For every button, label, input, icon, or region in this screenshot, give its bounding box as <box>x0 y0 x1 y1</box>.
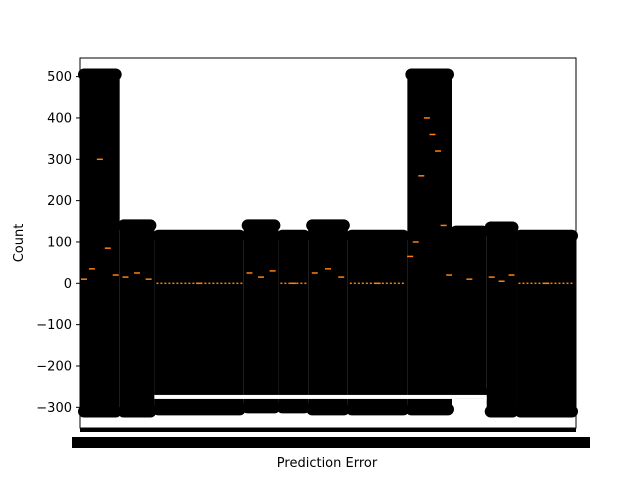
x-axis-title: Prediction Error <box>277 456 378 471</box>
y-tick-label: 0 <box>64 277 72 292</box>
box-region-8 <box>452 231 487 393</box>
flier-top-0 <box>78 68 122 81</box>
box-region-3 <box>243 225 279 408</box>
y-tick-label: −200 <box>36 359 72 374</box>
flier-bottom-6 <box>345 403 410 416</box>
box-region-2 <box>154 235 244 410</box>
y-tick-label: −300 <box>36 401 72 416</box>
flier-bottom-2 <box>152 403 246 416</box>
flier-bottom-0 <box>78 405 122 418</box>
box-region-1 <box>119 225 155 412</box>
box-region-10 <box>516 235 576 412</box>
flier-top-1 <box>117 219 157 232</box>
x-tick-band <box>80 428 576 432</box>
flier-bottom-7 <box>405 403 454 416</box>
flier-bottom-4 <box>276 401 311 414</box>
x-axis-ticks <box>72 428 590 448</box>
flier-top-7 <box>405 68 454 81</box>
y-axis-ticks: −300 −200 −100 0 100 200 300 400 500 <box>36 70 80 416</box>
flier-top-9 <box>484 221 519 234</box>
plot-content <box>78 68 578 418</box>
y-tick-label: 500 <box>47 70 72 85</box>
flier-top-5 <box>306 219 350 232</box>
flier-bottom-9 <box>484 405 519 418</box>
box-region-4 <box>278 235 309 408</box>
y-tick-label: 400 <box>47 111 72 126</box>
x-tick-label-band <box>72 437 590 448</box>
flier-top-10 <box>514 229 578 242</box>
gap-band <box>154 394 487 399</box>
y-tick-label: 100 <box>47 235 72 250</box>
flier-top-6 <box>345 229 410 242</box>
box-region-5 <box>308 225 348 410</box>
y-tick-label: 300 <box>47 153 72 168</box>
flier-top-8 <box>450 225 489 238</box>
flier-bottom-1 <box>117 405 157 418</box>
flier-top-2 <box>152 229 246 242</box>
flier-bottom-5 <box>306 403 350 416</box>
y-axis-title: Count <box>12 224 27 263</box>
box-region-6 <box>347 235 408 410</box>
box-region-0 <box>80 74 120 412</box>
flier-top-4 <box>276 229 311 242</box>
flier-bottom-10 <box>514 405 578 418</box>
y-tick-label: 200 <box>47 194 72 209</box>
box-region-9 <box>486 227 517 412</box>
flier-bottom-3 <box>241 401 281 414</box>
y-tick-label: −100 <box>36 318 72 333</box>
flier-top-3 <box>241 219 281 232</box>
